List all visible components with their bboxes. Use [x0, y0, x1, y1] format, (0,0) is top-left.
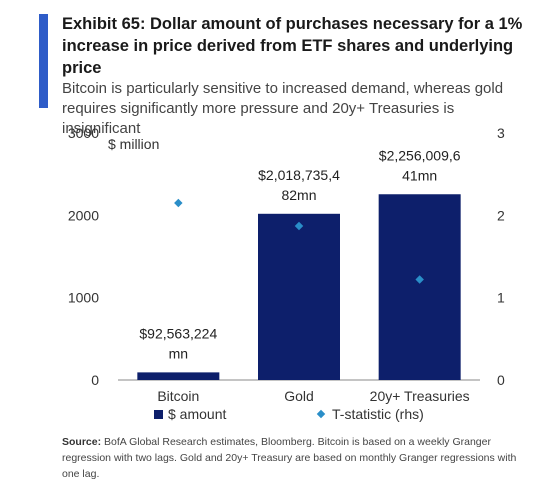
- y2-tick-label: 3: [497, 125, 505, 141]
- legend-swatch-amount: [154, 410, 163, 419]
- bar-data-label: 41mn: [402, 167, 437, 183]
- x-tick-label: 20y+ Treasuries: [370, 388, 470, 404]
- t-statistic-point: [415, 275, 424, 284]
- exhibit-subtitle: Bitcoin is particularly sensitive to inc…: [62, 79, 532, 139]
- bar-20y-treasuries: [378, 194, 461, 380]
- accent-bar: [39, 14, 48, 108]
- y2-tick-label: 1: [497, 290, 505, 306]
- t-statistic-point: [174, 198, 183, 208]
- y2-tick-label: 2: [497, 207, 505, 223]
- bar-data-label: $92,563,224: [139, 325, 217, 341]
- exhibit-title: Exhibit 65: Dollar amount of purchases n…: [62, 13, 532, 79]
- bar-data-label: $2,256,009,6: [379, 147, 461, 163]
- legend-label-amount: $ amount: [168, 406, 226, 422]
- exhibit-header: Exhibit 65: Dollar amount of purchases n…: [62, 13, 532, 139]
- bar-data-label: mn: [169, 345, 188, 361]
- bar-bitcoin: [137, 372, 220, 380]
- y-tick-label: 3000: [68, 125, 99, 141]
- x-tick-label: Bitcoin: [157, 388, 199, 404]
- source-label: Source:: [62, 436, 102, 448]
- subtitle-line-1: Bitcoin is particularly sensitive to inc…: [62, 80, 504, 97]
- title-line-2: increase in price derived from ETF share…: [62, 37, 514, 77]
- y-tick-label: 1000: [68, 290, 99, 306]
- y-tick-label: 2000: [68, 207, 99, 223]
- t-statistic-point: [294, 221, 304, 231]
- bar-gold: [258, 213, 340, 380]
- legend-swatch-tstat: [316, 409, 326, 419]
- subtitle-line-2: requires significantly more pressure and…: [62, 100, 455, 137]
- title-line-1: Exhibit 65: Dollar amount of purchases n…: [62, 15, 523, 33]
- source-text: BofA Global Research estimates, Bloomber…: [62, 436, 517, 480]
- bar-data-label: $2,018,735,4: [258, 167, 340, 183]
- bar-chart: 0 1000 2000 3000 0 1 2 3 $ million $92,563,224 mn B…: [68, 125, 505, 422]
- source-note: Source: BofA Global Research estimates, …: [62, 434, 522, 482]
- bar-data-label: 82mn: [281, 187, 316, 203]
- legend-label-tstat: T-statistic (rhs): [332, 406, 424, 422]
- y-tick-label: 0: [91, 372, 99, 388]
- y2-tick-label: 0: [497, 372, 505, 388]
- x-tick-label: Gold: [284, 388, 314, 404]
- y-unit-label: $ million: [108, 136, 159, 152]
